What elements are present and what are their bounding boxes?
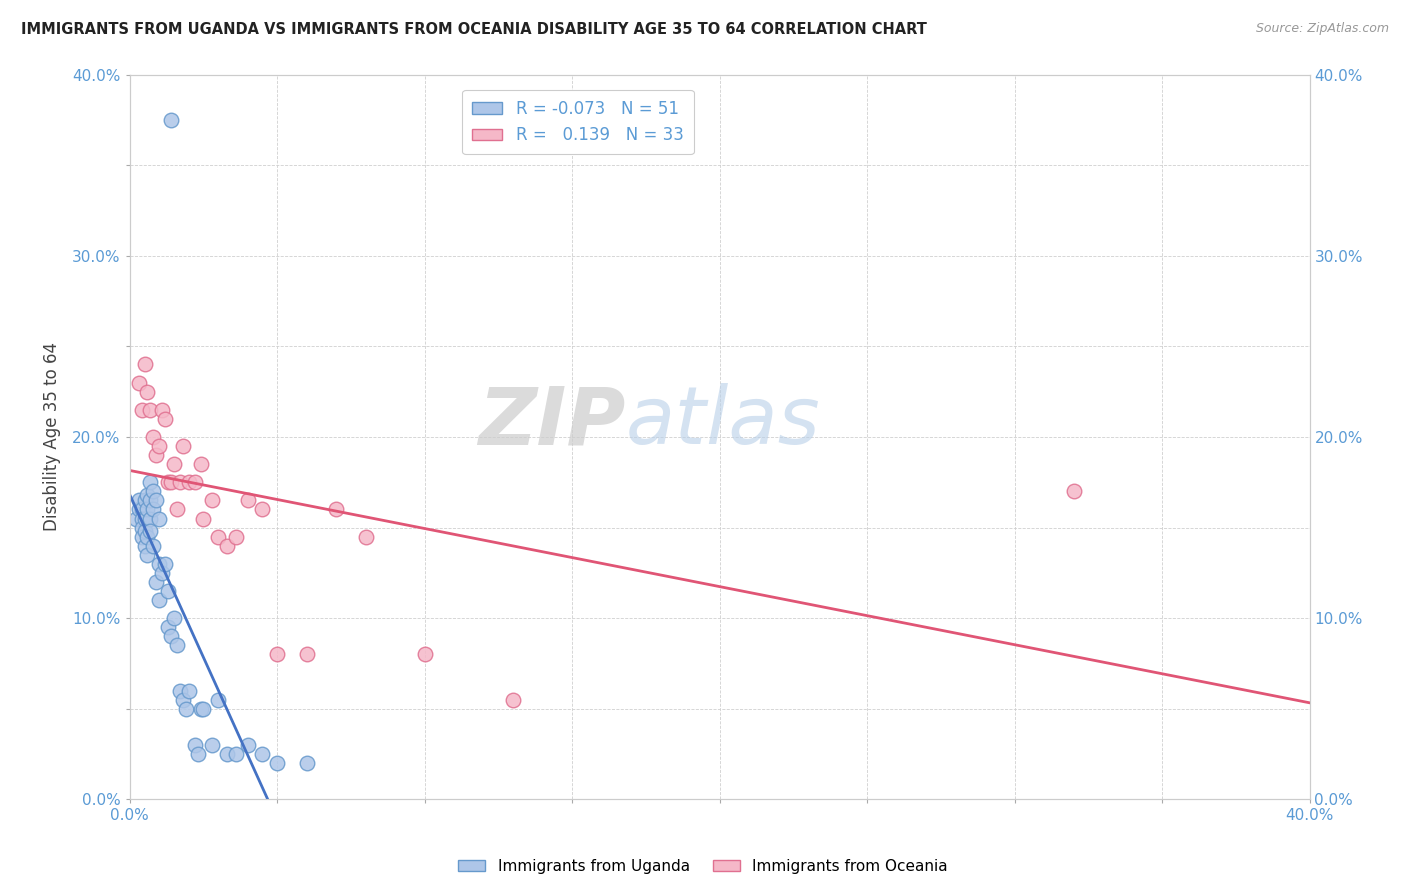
- Point: [142, 502, 165, 516]
- Point: [148, 511, 170, 525]
- Point: [131, 502, 153, 516]
- Point: [207, 530, 229, 544]
- Point: [148, 439, 170, 453]
- Point: [217, 539, 239, 553]
- Point: [157, 584, 180, 599]
- Point: [142, 430, 165, 444]
- Point: [131, 520, 153, 534]
- Point: [166, 502, 188, 516]
- Point: [266, 756, 288, 771]
- Point: [145, 493, 167, 508]
- Point: [157, 620, 180, 634]
- Point: [134, 493, 156, 508]
- Point: [177, 683, 200, 698]
- Point: [150, 402, 173, 417]
- Point: [134, 524, 156, 539]
- Point: [145, 574, 167, 589]
- Point: [174, 702, 197, 716]
- Point: [136, 384, 159, 399]
- Point: [502, 693, 524, 707]
- Point: [266, 648, 288, 662]
- Point: [172, 439, 194, 453]
- Point: [128, 376, 150, 390]
- Text: atlas: atlas: [626, 384, 820, 461]
- Point: [136, 530, 159, 544]
- Point: [148, 557, 170, 571]
- Point: [148, 593, 170, 607]
- Point: [142, 539, 165, 553]
- Point: [177, 475, 200, 490]
- Point: [160, 112, 183, 127]
- Text: ZIP: ZIP: [478, 384, 626, 461]
- Point: [190, 702, 212, 716]
- Point: [193, 511, 215, 525]
- Point: [139, 402, 162, 417]
- Point: [139, 493, 162, 508]
- Point: [128, 493, 150, 508]
- Point: [295, 756, 318, 771]
- Point: [153, 557, 176, 571]
- Point: [183, 475, 205, 490]
- Point: [166, 639, 188, 653]
- Point: [145, 448, 167, 462]
- Legend: Immigrants from Uganda, Immigrants from Oceania: Immigrants from Uganda, Immigrants from …: [451, 853, 955, 880]
- Point: [325, 502, 347, 516]
- Point: [134, 539, 156, 553]
- Point: [201, 493, 224, 508]
- Point: [134, 511, 156, 525]
- Point: [413, 648, 436, 662]
- Point: [153, 412, 176, 426]
- Point: [187, 747, 209, 761]
- Point: [136, 488, 159, 502]
- Point: [131, 511, 153, 525]
- Point: [225, 530, 247, 544]
- Point: [207, 693, 229, 707]
- Point: [295, 648, 318, 662]
- Point: [163, 611, 186, 625]
- Point: [139, 524, 162, 539]
- Point: [139, 511, 162, 525]
- Point: [217, 747, 239, 761]
- Point: [124, 511, 146, 525]
- Point: [169, 475, 191, 490]
- Point: [136, 502, 159, 516]
- Point: [252, 502, 274, 516]
- Point: [160, 629, 183, 643]
- Point: [172, 693, 194, 707]
- Point: [163, 457, 186, 471]
- Point: [190, 457, 212, 471]
- Point: [201, 738, 224, 752]
- Text: IMMIGRANTS FROM UGANDA VS IMMIGRANTS FROM OCEANIA DISABILITY AGE 35 TO 64 CORREL: IMMIGRANTS FROM UGANDA VS IMMIGRANTS FRO…: [21, 22, 927, 37]
- Point: [134, 358, 156, 372]
- Point: [136, 548, 159, 562]
- Point: [236, 493, 259, 508]
- Point: [169, 683, 191, 698]
- Legend: R = -0.073   N = 51, R =   0.139   N = 33: R = -0.073 N = 51, R = 0.139 N = 33: [463, 90, 693, 154]
- Y-axis label: Disability Age 35 to 64: Disability Age 35 to 64: [44, 343, 60, 532]
- Point: [236, 738, 259, 752]
- Point: [150, 566, 173, 580]
- Point: [354, 530, 377, 544]
- Point: [193, 702, 215, 716]
- Point: [252, 747, 274, 761]
- Text: Source: ZipAtlas.com: Source: ZipAtlas.com: [1256, 22, 1389, 36]
- Point: [160, 475, 183, 490]
- Point: [131, 530, 153, 544]
- Point: [139, 475, 162, 490]
- Point: [131, 402, 153, 417]
- Point: [183, 738, 205, 752]
- Point: [225, 747, 247, 761]
- Point: [1063, 484, 1085, 499]
- Point: [157, 475, 180, 490]
- Point: [142, 484, 165, 499]
- Point: [128, 502, 150, 516]
